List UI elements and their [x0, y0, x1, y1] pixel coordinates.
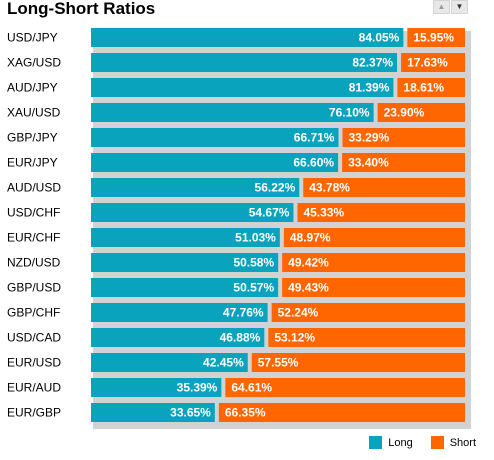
data-label-long: 56.22% [255, 181, 296, 195]
data-label-short: 52.24% [278, 306, 319, 320]
data-label-short: 66.35% [225, 406, 266, 420]
data-label-short: 15.95% [413, 31, 454, 45]
category-label: AUD/USD [7, 181, 61, 195]
bar-long [91, 353, 248, 372]
category-label: USD/JPY [7, 31, 58, 45]
bar-short [342, 153, 465, 172]
category-label: NZD/USD [7, 256, 61, 270]
bar-long [91, 303, 268, 322]
scroll-up-button[interactable]: ▲ [433, 0, 450, 14]
data-label-long: 50.58% [233, 256, 274, 270]
category-label: EUR/USD [7, 356, 61, 370]
bar-short [377, 103, 465, 122]
bar-long [91, 103, 374, 122]
data-label-short: 45.33% [303, 206, 344, 220]
legend-label-short: Short [449, 436, 476, 449]
category-label: EUR/CHF [7, 231, 60, 245]
data-label-long: 81.39% [349, 81, 390, 95]
bar-short [407, 28, 465, 47]
data-label-long: 54.67% [249, 206, 290, 220]
bar-short [271, 303, 465, 322]
bar-long [91, 128, 339, 147]
data-label-short: 17.63% [407, 56, 448, 70]
data-label-short: 48.97% [290, 231, 331, 245]
category-label: AUD/JPY [7, 81, 58, 95]
data-label-long: 35.39% [177, 381, 218, 395]
data-label-long: 50.57% [233, 281, 274, 295]
bar-long [91, 78, 394, 97]
bar-long [91, 228, 280, 247]
chart-legend: Long Short [369, 436, 476, 449]
category-label: EUR/AUD [7, 381, 61, 395]
data-label-long: 76.10% [329, 106, 370, 120]
data-label-short: 49.43% [288, 281, 329, 295]
bar-long [91, 178, 300, 197]
category-label: GBP/JPY [7, 131, 58, 145]
legend-swatch-long [369, 436, 383, 449]
data-label-short: 33.40% [348, 156, 389, 170]
data-label-long: 66.60% [293, 156, 334, 170]
legend-label-long: Long [388, 436, 413, 449]
data-label-long: 66.71% [294, 131, 335, 145]
bar-short [218, 403, 465, 422]
bar-long [91, 278, 279, 297]
data-label-long: 51.03% [235, 231, 276, 245]
bar-short [225, 378, 465, 397]
bar-short [303, 178, 465, 197]
bar-short [268, 328, 465, 347]
category-label: GBP/CHF [7, 306, 60, 320]
bar-long [91, 28, 404, 47]
data-label-short: 64.61% [231, 381, 272, 395]
data-label-long: 42.45% [203, 356, 244, 370]
bar-short [282, 253, 465, 272]
legend-swatch-short [430, 436, 444, 449]
data-label-short: 43.78% [309, 181, 350, 195]
data-label-short: 57.55% [258, 356, 299, 370]
category-label: USD/CAD [7, 331, 61, 345]
data-label-short: 49.42% [288, 256, 329, 270]
data-label-short: 18.61% [403, 81, 444, 95]
data-label-short: 33.29% [348, 131, 389, 145]
bar-long [91, 403, 215, 422]
bar-short [342, 128, 465, 147]
data-label-short: 53.12% [274, 331, 315, 345]
bar-short [283, 228, 465, 247]
category-label: XAG/USD [7, 56, 61, 70]
bar-short [282, 278, 465, 297]
category-label: EUR/GBP [7, 406, 61, 420]
category-label: GBP/USD [7, 281, 61, 295]
bar-short [397, 78, 465, 97]
bar-long [91, 53, 398, 72]
bar-long [91, 153, 339, 172]
bar-long [91, 203, 294, 222]
category-label: USD/CHF [7, 206, 60, 220]
scroll-down-button[interactable]: ▼ [451, 0, 468, 14]
bar-long [91, 328, 265, 347]
bar-short [251, 353, 465, 372]
bar-short [297, 203, 465, 222]
bar-long [91, 253, 279, 272]
data-label-long: 82.37% [352, 56, 393, 70]
data-label-short: 23.90% [384, 106, 425, 120]
data-label-long: 84.05% [359, 31, 400, 45]
bar-long [91, 378, 222, 397]
category-label: EUR/JPY [7, 156, 58, 170]
bar-short [401, 53, 465, 72]
data-label-long: 47.76% [223, 306, 264, 320]
data-label-long: 33.65% [170, 406, 211, 420]
data-label-long: 46.88% [220, 331, 261, 345]
chart-title: Long-Short Ratios [7, 0, 156, 18]
category-label: XAU/USD [7, 106, 61, 120]
